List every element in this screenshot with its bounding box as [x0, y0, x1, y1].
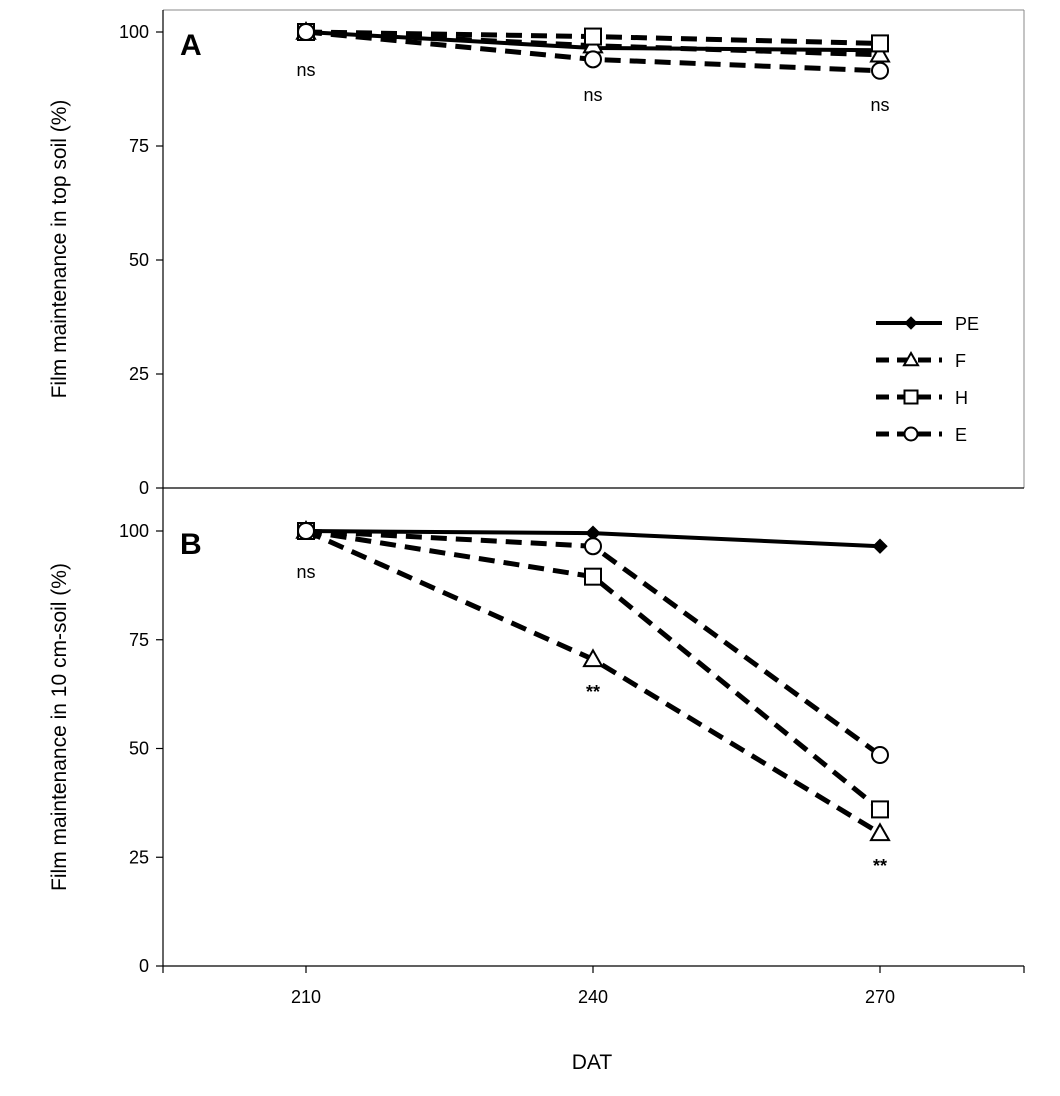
significance-label: ns [296, 60, 315, 80]
data-point-h [871, 800, 889, 819]
significance-label: ns [296, 562, 315, 582]
x-tick-label: 210 [291, 987, 321, 1007]
legend-marker-pe [904, 316, 918, 330]
significance-label: ns [583, 85, 602, 105]
data-point-e [297, 522, 315, 540]
y-tick-label: 100 [119, 521, 149, 541]
panel-letter: A [180, 29, 202, 62]
y-tick-label: 50 [129, 250, 149, 270]
legend-label-h: H [955, 388, 968, 408]
y-tick-label: 0 [139, 478, 149, 498]
y-tick-label: 100 [119, 22, 149, 42]
data-point-e [584, 50, 602, 69]
legend-marker-f [902, 350, 920, 367]
y-tick-label: 25 [129, 364, 149, 384]
x-axis-title: DAT [572, 1051, 613, 1074]
legend-label-pe: PE [955, 314, 979, 334]
legend-label-e: E [955, 425, 967, 445]
y-tick-label: 0 [139, 956, 149, 976]
legend-marker-h [903, 389, 919, 405]
legend-label-f: F [955, 351, 966, 371]
significance-label: ns [870, 95, 889, 115]
y-tick-label: 50 [129, 739, 149, 759]
data-point-e [584, 537, 602, 556]
x-axis: 210 240 270 [162, 966, 1025, 1007]
data-point-f [582, 648, 604, 668]
data-point-e [871, 61, 889, 80]
x-tick-label: 270 [865, 987, 895, 1007]
y-tick-label: 75 [129, 136, 149, 156]
data-point-h [584, 27, 602, 46]
data-point-e [871, 746, 889, 765]
data-point-pe [872, 538, 888, 554]
data-point-f [869, 43, 891, 63]
significance-label: ** [873, 856, 887, 876]
series-line-e [305, 528, 882, 758]
data-point-h [871, 34, 889, 53]
data-point-h [584, 567, 602, 586]
legend-marker-e [903, 426, 919, 442]
panel-letter: B [180, 528, 202, 561]
y-axis-title: Film maintenance in top soil (%) [48, 100, 71, 399]
y-tick-label: 25 [129, 847, 149, 867]
panel-b: 0 25 50 75 100 Film maintenance in 10 cm-soil… [48, 488, 1024, 976]
x-tick-label: 240 [578, 987, 608, 1007]
panel-a: 0 25 50 75 100 Film maintenance in top soil (… [48, 9, 1025, 498]
data-point-e [297, 23, 315, 41]
y-tick-label: 75 [129, 630, 149, 650]
significance-label: ** [586, 682, 600, 702]
y-axis-title: Film maintenance in 10 cm-soil (%) [48, 563, 71, 891]
data-point-f [869, 822, 891, 842]
